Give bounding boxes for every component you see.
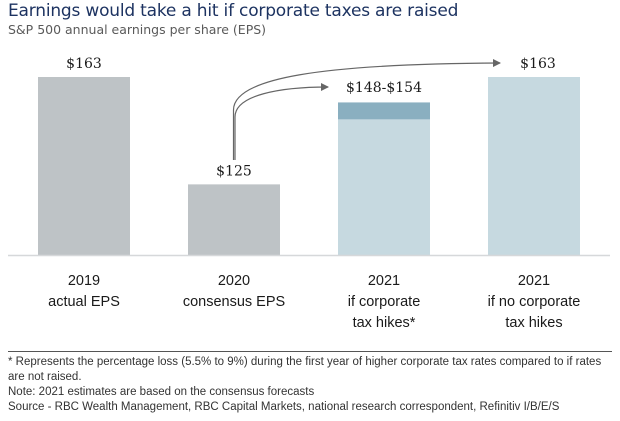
bar-3 <box>488 77 580 255</box>
data-label-0: $163 <box>66 56 102 72</box>
data-label-2: $148-$154 <box>346 80 422 96</box>
category-label-2: 2021 if corporate tax hikes* <box>348 273 421 331</box>
bar-0 <box>38 77 130 255</box>
data-label-1: $125 <box>216 163 252 179</box>
bar-2 <box>338 119 430 255</box>
category-label-0: 2019 actual EPS <box>48 273 120 310</box>
eps-bar-chart: $163 $125 $148-$154 $163 2019 actual EPS 2020 c… <box>8 56 610 331</box>
data-label-3: $163 <box>520 56 556 72</box>
source: Source - RBC Wealth Management, RBC Capi… <box>8 401 560 413</box>
category-label-1: 2020 consensus EPS <box>183 273 285 310</box>
category-label-3: 2021 if no corporate tax hikes <box>488 273 581 331</box>
chart-title: Earnings would take a hit if corporate t… <box>8 1 459 21</box>
footnote: * Represents the percentage loss (5.5% t… <box>8 356 602 383</box>
chart-subtitle: S&P 500 annual earnings per share (EPS) <box>8 22 267 37</box>
arrow-to-tax-hikes <box>234 83 329 160</box>
note: Note: 2021 estimates are based on the co… <box>8 386 315 398</box>
bar-1 <box>188 184 280 255</box>
chart-footer: * Represents the percentage loss (5.5% t… <box>8 351 612 415</box>
arrow-to-no-tax-hikes <box>232 59 501 160</box>
bar-range-2 <box>338 102 430 120</box>
